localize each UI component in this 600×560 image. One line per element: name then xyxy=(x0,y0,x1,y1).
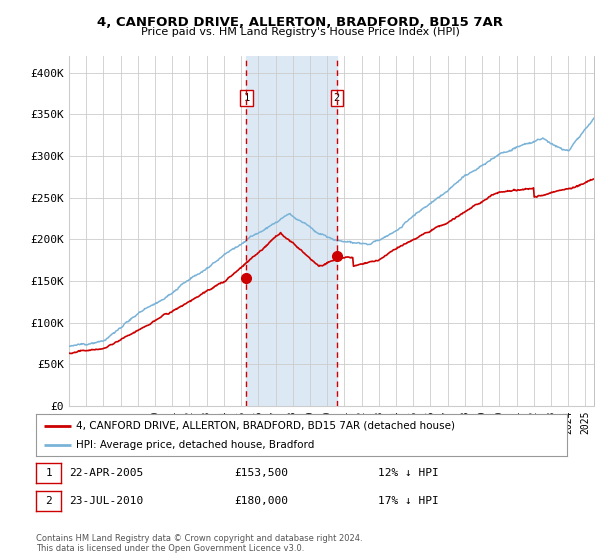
Text: 4, CANFORD DRIVE, ALLERTON, BRADFORD, BD15 7AR: 4, CANFORD DRIVE, ALLERTON, BRADFORD, BD… xyxy=(97,16,503,29)
Text: 12% ↓ HPI: 12% ↓ HPI xyxy=(378,468,439,478)
Bar xyxy=(247,56,337,406)
Text: 1: 1 xyxy=(244,92,250,102)
Text: Price paid vs. HM Land Registry's House Price Index (HPI): Price paid vs. HM Land Registry's House … xyxy=(140,27,460,37)
Text: 4, CANFORD DRIVE, ALLERTON, BRADFORD, BD15 7AR (detached house): 4, CANFORD DRIVE, ALLERTON, BRADFORD, BD… xyxy=(76,421,455,431)
Text: HPI: Average price, detached house, Bradford: HPI: Average price, detached house, Brad… xyxy=(76,440,314,450)
Text: 23-JUL-2010: 23-JUL-2010 xyxy=(69,496,143,506)
Text: 17% ↓ HPI: 17% ↓ HPI xyxy=(378,496,439,506)
Text: £180,000: £180,000 xyxy=(234,496,288,506)
Text: Contains HM Land Registry data © Crown copyright and database right 2024.
This d: Contains HM Land Registry data © Crown c… xyxy=(36,534,362,553)
Text: 2: 2 xyxy=(45,496,52,506)
Text: 22-APR-2005: 22-APR-2005 xyxy=(69,468,143,478)
Text: 2: 2 xyxy=(334,92,340,102)
Text: 1: 1 xyxy=(45,468,52,478)
Text: £153,500: £153,500 xyxy=(234,468,288,478)
